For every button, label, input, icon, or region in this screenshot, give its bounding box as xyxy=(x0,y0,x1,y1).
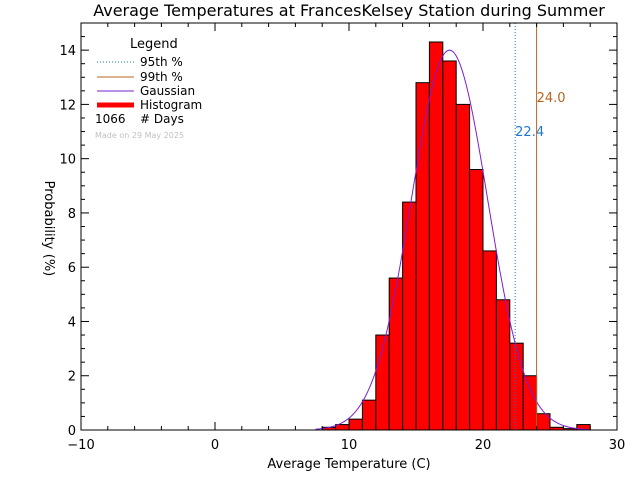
x-axis-label: Average Temperature (C) xyxy=(267,457,430,472)
y-axis-label-percent: (%) xyxy=(41,254,56,277)
legend: Legend 95th % 99th % Gaussian Histogram … xyxy=(95,37,202,140)
y-tick-label-8: 8 xyxy=(68,207,76,222)
percentile-lines: 22.4 24.0 xyxy=(514,23,566,430)
y-tick-label-10: 10 xyxy=(59,153,76,168)
y-tick-label-6: 6 xyxy=(68,261,76,276)
x-tick-label-30: 30 xyxy=(609,438,626,453)
histogram-bar-14 xyxy=(509,342,524,431)
histogram-bar-2 xyxy=(348,418,363,431)
legend-95th-label: 95th % xyxy=(140,55,183,69)
y-axis-ticks: 0 2 4 6 8 10 12 14 xyxy=(59,36,617,439)
histogram-bar-5 xyxy=(388,277,404,431)
x-tick-label-0: 0 xyxy=(211,438,219,453)
y-tick-label-12: 12 xyxy=(59,98,76,113)
y-tick-label-4: 4 xyxy=(68,315,76,330)
histogram-bar-10 xyxy=(455,103,471,431)
y-tick-label-14: 14 xyxy=(59,44,76,59)
y-axis-label-probability: Probability xyxy=(41,181,56,250)
x-tick-label-10: 10 xyxy=(341,438,358,453)
percentile-label-99th: 24.0 xyxy=(537,91,566,106)
legend-gaussian-label: Gaussian xyxy=(140,84,195,98)
y-tick-label-2: 2 xyxy=(68,370,76,385)
x-tick-label--10: −10 xyxy=(67,438,94,453)
y-tick-label-0: 0 xyxy=(68,424,76,439)
histogram-bar-9 xyxy=(442,60,457,431)
histogram-bar-3 xyxy=(361,399,377,431)
histogram-bar-11 xyxy=(469,169,484,431)
legend-histogram-label: Histogram xyxy=(140,98,202,112)
histogram-bar-1 xyxy=(335,424,350,431)
histogram-bar-8 xyxy=(428,41,444,431)
chart-title: Average Temperatures at FrancesKelsey St… xyxy=(93,1,605,20)
percentile-label-95th: 22.4 xyxy=(515,125,544,140)
histogram-bar-13 xyxy=(495,299,511,431)
histogram-bar-6 xyxy=(402,201,417,431)
legend-days-label: # Days xyxy=(140,112,184,126)
made-on-note: Made on 29 May 2025 xyxy=(95,131,184,140)
legend-99th-label: 99th % xyxy=(140,70,183,84)
gaussian-curve-group xyxy=(315,49,589,431)
histogram-bar-15 xyxy=(522,375,538,431)
legend-title: Legend xyxy=(130,37,178,52)
x-tick-label-20: 20 xyxy=(475,438,492,453)
x-axis-ticks: −10 0 10 20 30 xyxy=(67,23,625,453)
gaussian-curve xyxy=(315,49,589,431)
histogram-bar-12 xyxy=(482,250,497,431)
legend-days-count: 1066 xyxy=(95,112,126,126)
